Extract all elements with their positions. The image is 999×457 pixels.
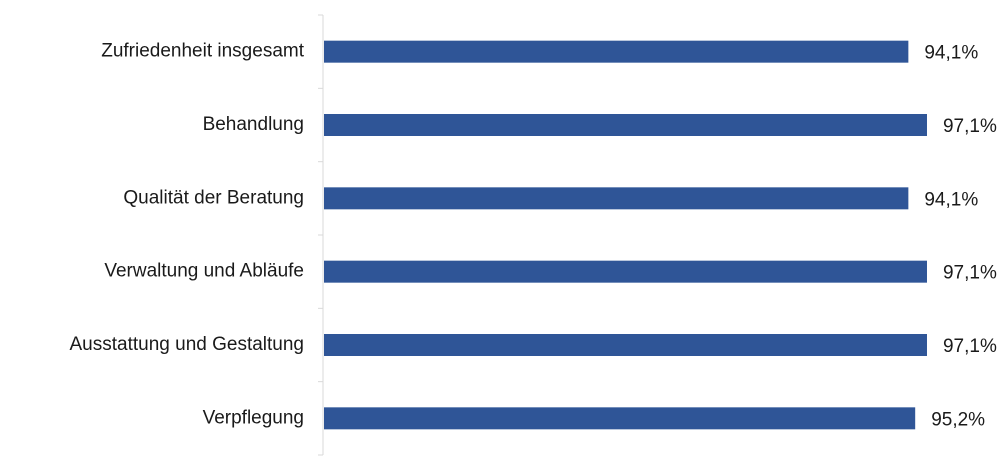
data-label: 94,1% (924, 43, 978, 64)
bar (324, 187, 909, 210)
category-label: Behandlung (203, 114, 304, 135)
labels: Zufriedenheit insgesamt 94,1% Behandlung 97… (70, 41, 997, 431)
category-label: Ausstattung und Gestaltung (70, 334, 305, 355)
data-label: 97,1% (943, 116, 997, 137)
data-label: 94,1% (924, 189, 978, 210)
bar (324, 40, 909, 63)
category-label: Qualität der Beratung (123, 187, 304, 208)
data-label: 97,1% (943, 263, 997, 284)
bar (324, 334, 927, 356)
category-label: Zufriedenheit insgesamt (101, 41, 304, 62)
category-label: Verpflegung (203, 407, 304, 428)
bar (324, 407, 916, 430)
bar-series (324, 40, 927, 430)
category-axis (318, 14, 324, 456)
bar (324, 114, 927, 136)
data-label: 95,2% (931, 409, 985, 430)
category-label: Verwaltung und Abläufe (104, 261, 304, 282)
bar (324, 260, 927, 283)
data-label: 97,1% (943, 336, 997, 357)
